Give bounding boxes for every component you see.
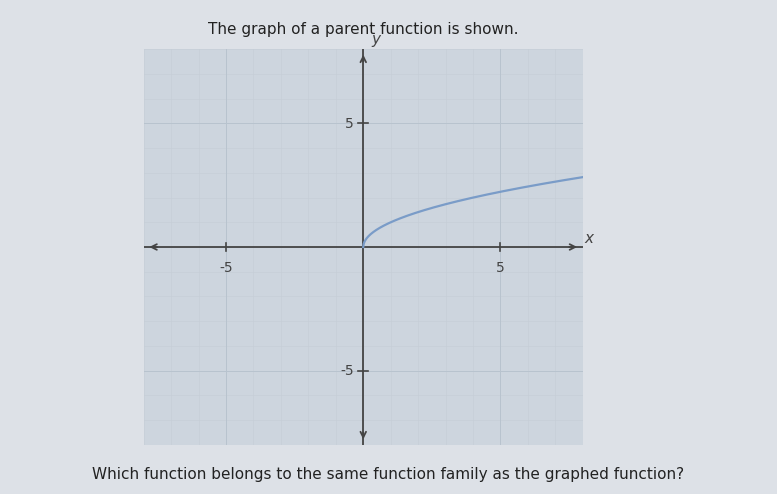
Text: -5: -5 <box>219 261 233 275</box>
Text: 5: 5 <box>496 261 505 275</box>
Text: Which function belongs to the same function family as the graphed function?: Which function belongs to the same funct… <box>92 467 685 482</box>
Text: The graph of a parent function is shown.: The graph of a parent function is shown. <box>208 22 518 37</box>
Text: 5: 5 <box>345 117 354 130</box>
Text: y: y <box>371 32 381 47</box>
Text: x: x <box>584 231 593 246</box>
Text: -5: -5 <box>340 364 354 377</box>
